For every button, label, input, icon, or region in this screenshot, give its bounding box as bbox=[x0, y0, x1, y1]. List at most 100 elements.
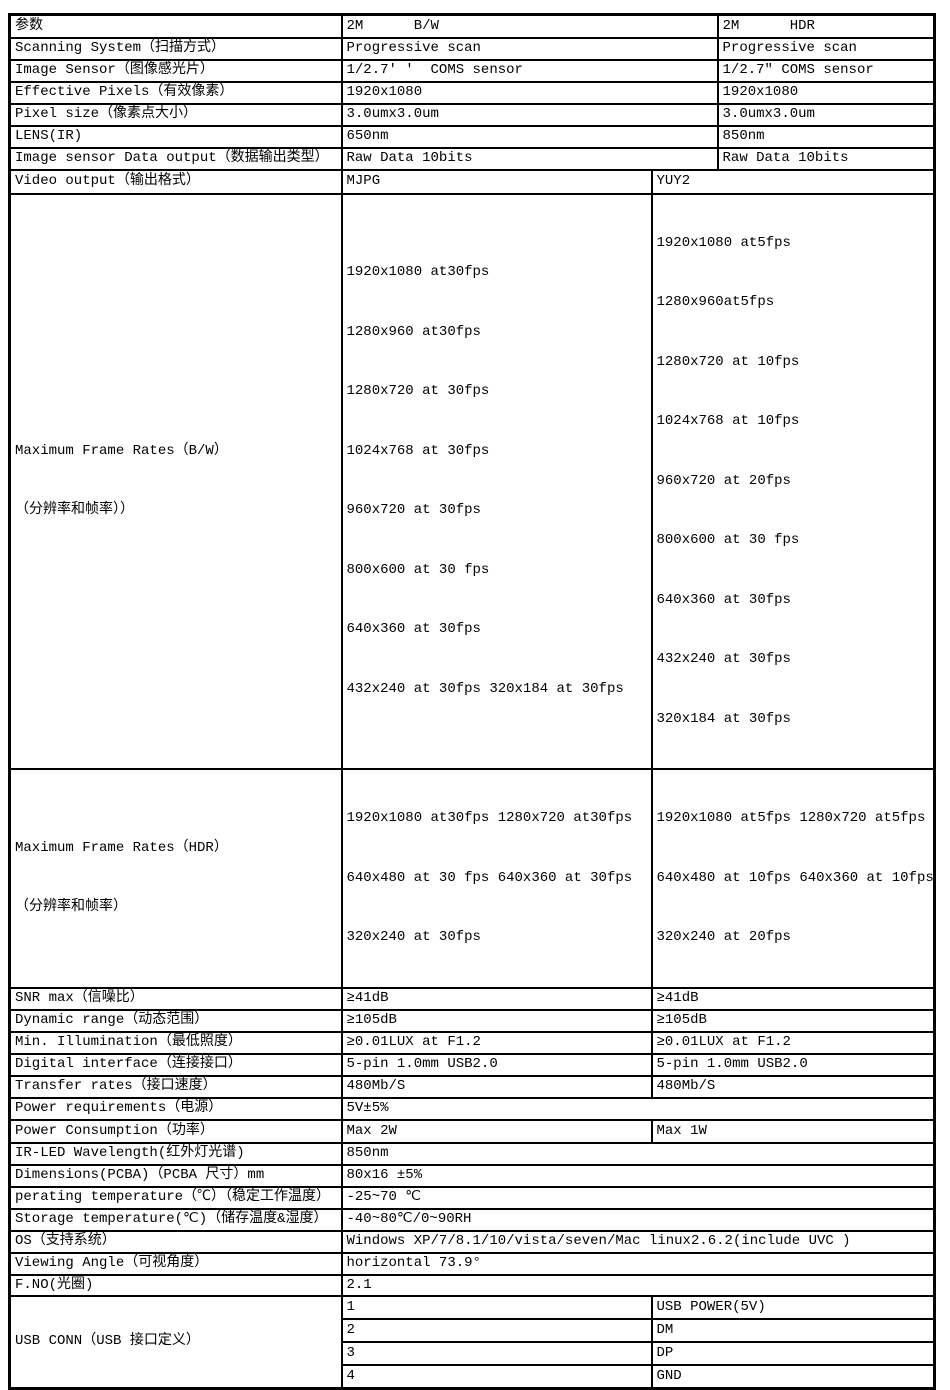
value-span: 2.1 bbox=[340, 1273, 936, 1297]
table-row-viewing-angle: Viewing Angle（可视角度） horizontal 73.9° bbox=[8, 1251, 936, 1276]
table-row-header: 参数 2M B/W 2M HDR bbox=[8, 13, 936, 39]
value-span: 80x16 ±5% bbox=[340, 1163, 936, 1188]
value-hdr: 5-pin 1.0mm USB2.0 bbox=[650, 1052, 936, 1077]
frame-rate-line: 960x720 at 20fps bbox=[656, 472, 791, 489]
table-row-power-requirements: Power requirements（电源） 5V±5% bbox=[8, 1096, 936, 1121]
value-bw: ≥105dB bbox=[340, 1008, 653, 1033]
frame-rate-line: 1920x1080 at5fps 1280x720 at5fps bbox=[656, 810, 926, 826]
param-label: Power requirements（电源） bbox=[8, 1096, 343, 1121]
param-label: Image Sensor（图像感光片） bbox=[8, 58, 343, 83]
usb-pin-number: 4 bbox=[340, 1363, 653, 1390]
value-hdr: YUY2 bbox=[650, 168, 936, 195]
value-bw: 480Mb/S bbox=[340, 1074, 653, 1099]
frame-rate-line: 640x360 at 30fps bbox=[656, 591, 791, 608]
value-bw: ≥41dB bbox=[340, 986, 653, 1011]
usb-pin-number: 2 bbox=[340, 1317, 653, 1343]
frame-rate-line: 640x480 at 10fps 640x360 at 10fps bbox=[656, 869, 934, 886]
value-bw: Progressive scan bbox=[340, 36, 719, 61]
usb-pin-name: GND bbox=[650, 1363, 936, 1390]
value-span: Windows XP/7/8.1/10/vista/seven/Mac linu… bbox=[340, 1229, 936, 1254]
frame-rate-line: 960x720 at 30fps bbox=[346, 502, 481, 519]
param-label: Storage temperature(℃)（储存温度&湿度） bbox=[8, 1207, 343, 1232]
value-bw: Max 2W bbox=[340, 1118, 653, 1144]
frame-rate-line: 320x240 at 20fps bbox=[656, 929, 791, 945]
param-label: perating temperature（℃）（稳定工作温度） bbox=[8, 1185, 343, 1210]
value-bw: 1/2.7' ' COMS sensor bbox=[340, 58, 719, 83]
param-label: F.NO(光圈) bbox=[8, 1273, 343, 1297]
value-bw: 1920x1080 at30fps 1280x960 at30fps 1280x… bbox=[340, 192, 653, 770]
param-label: Min. Illumination（最低照度） bbox=[8, 1030, 343, 1055]
camera-spec-table: 参数 2M B/W 2M HDR Scanning System（扫描方式） P… bbox=[8, 13, 937, 1390]
param-label: Power Consumption（功率） bbox=[8, 1118, 343, 1144]
param-label-line1: Maximum Frame Rates（HDR） bbox=[15, 840, 228, 857]
value-bw: 1920x1080 at30fps 1280x720 at30fps 640x4… bbox=[340, 768, 653, 989]
param-label-usb-conn: USB CONN（USB 接口定义） bbox=[8, 1294, 343, 1390]
param-label: IR-LED Wavelength(红外灯光谱) bbox=[8, 1141, 343, 1166]
frame-rate-line: 320x184 at 30fps bbox=[656, 710, 791, 727]
param-label: Viewing Angle（可视角度） bbox=[8, 1251, 343, 1276]
param-label: Scanning System（扫描方式） bbox=[8, 36, 343, 61]
param-label: Dynamic range（动态范围） bbox=[8, 1008, 343, 1033]
table-row-operating-temperature: perating temperature（℃）（稳定工作温度） -25~70 ℃ bbox=[8, 1185, 936, 1210]
value-hdr: ≥41dB bbox=[650, 986, 936, 1011]
frame-rate-line: 1920x1080 at5fps bbox=[656, 234, 791, 251]
frame-rate-line: 1280x960at5fps bbox=[656, 294, 775, 310]
frame-rate-line: 432x240 at 30fps bbox=[656, 651, 791, 667]
value-bw: Raw Data 10bits bbox=[340, 146, 719, 171]
table-row-dynamic-range: Dynamic range（动态范围） ≥105dB ≥105dB bbox=[8, 1008, 936, 1033]
frame-rate-line: 1024x768 at 30fps bbox=[346, 442, 490, 459]
table-row-frame-rates-hdr: Maximum Frame Rates（HDR） （分辨率和帧率） 1920x1… bbox=[8, 768, 936, 989]
table-row-transfer-rates: Transfer rates（接口速度） 480Mb/S 480Mb/S bbox=[8, 1074, 936, 1099]
param-label: Pixel size（像素点大小） bbox=[8, 102, 343, 127]
usb-pin-name: DM bbox=[650, 1317, 936, 1343]
param-label: LENS(IR) bbox=[8, 124, 343, 149]
header-2m-bw: 2M B/W bbox=[340, 13, 719, 39]
table-row-lens-ir: LENS(IR) 650nm 850nm bbox=[8, 124, 936, 149]
param-label: Video output（输出格式） bbox=[8, 168, 343, 195]
value-bw: 1920x1080 bbox=[340, 80, 719, 105]
header-param: 参数 bbox=[8, 13, 343, 39]
table-row-f-no: F.NO(光圈) 2.1 bbox=[8, 1273, 936, 1297]
param-label-line1: Maximum Frame Rates（B/W） bbox=[15, 443, 228, 460]
table-row-power-consumption: Power Consumption（功率） Max 2W Max 1W bbox=[8, 1118, 936, 1144]
frame-rate-line: 800x600 at 30 fps bbox=[656, 532, 800, 548]
usb-pin-name: DP bbox=[650, 1340, 936, 1366]
param-label: Transfer rates（接口速度） bbox=[8, 1074, 343, 1099]
spec-sheet-page: 参数 2M B/W 2M HDR Scanning System（扫描方式） P… bbox=[8, 13, 937, 1390]
table-row-image-sensor: Image Sensor（图像感光片） 1/2.7' ' COMS sensor… bbox=[8, 58, 936, 83]
table-row-min-illumination: Min. Illumination（最低照度） ≥0.01LUX at F1.2… bbox=[8, 1030, 936, 1055]
table-row-frame-rates-bw: Maximum Frame Rates（B/W） （分辨率和帧率）） 1920x… bbox=[8, 192, 936, 770]
frame-rate-line: 1280x720 at 10fps bbox=[656, 353, 800, 370]
frame-rate-line: 1280x720 at 30fps bbox=[346, 383, 490, 400]
frame-rate-line: 640x360 at 30fps bbox=[346, 621, 481, 638]
param-label: OS（支持系统） bbox=[8, 1229, 343, 1254]
value-bw: ≥0.01LUX at F1.2 bbox=[340, 1030, 653, 1055]
table-row-digital-interface: Digital interface（连接接口） 5-pin 1.0mm USB2… bbox=[8, 1052, 936, 1077]
header-2m-hdr: 2M HDR bbox=[716, 13, 936, 39]
table-row-usb-conn-pin1: USB CONN（USB 接口定义） 1 USB POWER(5V) bbox=[8, 1294, 936, 1390]
table-row-sensor-data-output: Image sensor Data output（数据输出类型） Raw Dat… bbox=[8, 146, 936, 171]
table-row-scanning-system: Scanning System（扫描方式） Progressive scan P… bbox=[8, 36, 936, 61]
value-span: 850nm bbox=[340, 1141, 936, 1166]
value-hdr: Raw Data 10bits bbox=[716, 146, 936, 171]
frame-rate-line: 1280x960 at30fps bbox=[346, 323, 481, 340]
table-row-video-output: Video output（输出格式） MJPG YUY2 bbox=[8, 168, 936, 195]
value-hdr: Max 1W bbox=[650, 1118, 936, 1144]
usb-pin-name: USB POWER(5V) bbox=[650, 1294, 936, 1320]
param-label: Maximum Frame Rates（B/W） （分辨率和帧率）） bbox=[8, 192, 343, 770]
value-span: 5V±5% bbox=[340, 1096, 936, 1121]
value-hdr: 850nm bbox=[716, 124, 936, 149]
param-label: SNR max（信噪比） bbox=[8, 986, 343, 1011]
value-span: -40~80℃/0~90RH bbox=[340, 1207, 936, 1232]
frame-rate-line: 640x480 at 30 fps 640x360 at 30fps bbox=[346, 869, 633, 886]
value-bw: MJPG bbox=[340, 168, 653, 195]
value-bw: 3.0umx3.0um bbox=[340, 102, 719, 127]
frame-rate-line: 320x240 at 30fps bbox=[346, 929, 481, 945]
usb-pin-number: 3 bbox=[340, 1340, 653, 1366]
table-row-storage-temperature: Storage temperature(℃)（储存温度&湿度） -40~80℃/… bbox=[8, 1207, 936, 1232]
table-row-dimensions-pcba: Dimensions(PCBA)（PCBA 尺寸）mm 80x16 ±5% bbox=[8, 1163, 936, 1188]
usb-pin-number: 1 bbox=[340, 1294, 653, 1320]
param-label: Digital interface（连接接口） bbox=[8, 1052, 343, 1077]
table-row-effective-pixels: Effective Pixels（有效像素） 1920x1080 1920x10… bbox=[8, 80, 936, 105]
frame-rate-line: 1024x768 at 10fps bbox=[656, 413, 800, 429]
